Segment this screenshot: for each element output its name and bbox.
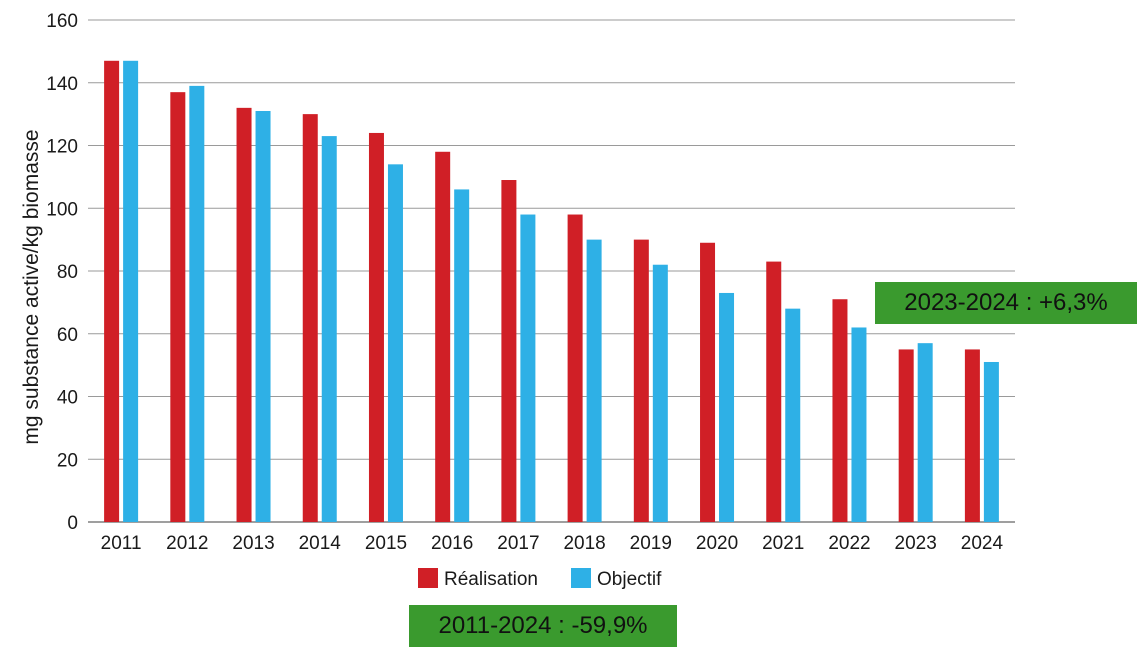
x-tick-label: 2012 [166, 533, 208, 554]
legend: Réalisation Objectif [418, 568, 662, 590]
bar-realisation-2022 [832, 299, 848, 522]
bar-realisation-2017 [501, 180, 517, 522]
bar-objectif-2021 [785, 308, 801, 522]
bar-realisation-2012 [170, 92, 186, 522]
bar-realisation-2019 [633, 239, 649, 522]
legend-swatch-objectif [571, 568, 591, 588]
bar-realisation-2015 [368, 132, 384, 522]
bar-objectif-2015 [387, 164, 403, 522]
legend-swatch-realisation [418, 568, 438, 588]
x-tick-label: 2021 [762, 533, 804, 554]
bar-objectif-2011 [123, 60, 139, 522]
bar-objectif-2017 [520, 214, 536, 522]
x-tick-label: 2016 [431, 533, 473, 554]
x-tick-label: 2011 [101, 533, 142, 554]
bar-realisation-2024 [964, 349, 980, 522]
bar-objectif-2018 [586, 239, 602, 522]
x-tick-label: 2013 [232, 533, 274, 554]
bar-objectif-2020 [719, 292, 735, 522]
y-tick-label: 140 [46, 74, 78, 95]
bar-realisation-2023 [898, 349, 914, 522]
x-tick-label: 2018 [563, 533, 605, 554]
bar-objectif-2016 [454, 189, 470, 523]
y-tick-label: 100 [46, 199, 78, 220]
y-tick-label: 20 [57, 450, 78, 471]
legend-label-realisation: Réalisation [444, 569, 538, 590]
y-tick-label: 80 [57, 262, 78, 283]
bar-objectif-2019 [652, 264, 668, 522]
x-tick-label: 2020 [696, 533, 738, 554]
bar-realisation-2013 [236, 107, 252, 522]
bar-objectif-2024 [983, 361, 999, 522]
bar-realisation-2018 [567, 214, 583, 522]
y-tick-label: 120 [46, 137, 78, 158]
x-tick-label: 2019 [630, 533, 672, 554]
bar-realisation-2020 [700, 242, 716, 522]
y-tick-label: 0 [67, 513, 78, 534]
bar-realisation-2016 [435, 151, 451, 522]
x-tick-label: 2017 [497, 533, 539, 554]
annotation-2023-2024: 2023-2024 : +6,3% [875, 282, 1137, 324]
y-tick-label: 160 [46, 11, 78, 32]
bar-realisation-2021 [766, 261, 782, 522]
y-axis-ticks: 0 20 40 60 80 100 120 140 160 [46, 11, 78, 534]
bar-objectif-2023 [917, 343, 933, 522]
gridlines [88, 19, 1015, 523]
bar-objectif-2022 [851, 327, 867, 522]
bar-realisation-2011 [104, 60, 120, 522]
bar-objectif-2014 [321, 136, 337, 522]
y-tick-label: 40 [57, 388, 78, 409]
bar-objectif-2012 [189, 85, 205, 522]
bar-realisation-2014 [302, 114, 318, 522]
bar-objectif-2013 [255, 110, 271, 523]
x-tick-label: 2024 [961, 533, 1004, 554]
x-axis-ticks: 2011 2012 2013 2014 2015 2016 2017 2018 2019 2020… [101, 533, 1004, 554]
x-tick-label: 2014 [299, 533, 342, 554]
legend-label-objectif: Objectif [597, 569, 662, 590]
annotation-2011-2024: 2011-2024 : -59,9% [409, 605, 677, 647]
y-axis-title: mg substance active/kg biomasse [20, 129, 43, 444]
y-tick-label: 60 [57, 325, 78, 346]
bars [104, 60, 999, 523]
x-tick-label: 2015 [365, 533, 407, 554]
x-tick-label: 2023 [895, 533, 937, 554]
x-tick-label: 2022 [828, 533, 870, 554]
